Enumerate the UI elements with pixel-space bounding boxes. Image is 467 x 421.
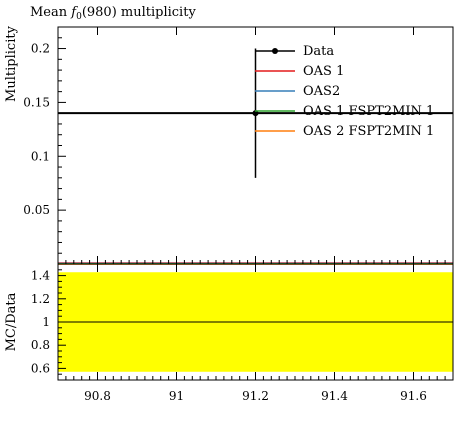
chart-title: Mean f0(980) multiplicity [30, 5, 196, 22]
title-suffix: (980) multiplicity [82, 5, 197, 20]
ratio-y-tick-label: 1 [42, 315, 50, 329]
main-y-tick-label: 0.2 [31, 42, 50, 56]
ratio-y-axis-label: MC/Data [4, 292, 19, 351]
main-y-ticks: 0.05 0.1 0.15 0.2 [23, 27, 454, 264]
legend-label: OAS2 [303, 84, 340, 99]
title-subscript: 0 [76, 12, 82, 22]
main-plot-panel: 0.05 0.1 0.15 0.2 Multiplicity Data OAS 1 OAS… [4, 25, 454, 265]
ratio-plot-panel: 0.6 0.8 1 1.2 1.4 90.8 91 91.2 91.4 91.6 MC/Data [4, 263, 454, 403]
x-tick-label: 91.2 [242, 389, 269, 403]
ratio-y-ticks: 0.6 0.8 1 1.2 1.4 [31, 269, 66, 375]
x-tick-label: 91 [169, 389, 184, 403]
main-y-tick-label: 0.15 [23, 95, 50, 109]
legend-data-marker [272, 48, 278, 54]
ratio-y-tick-label: 1.2 [31, 292, 50, 306]
ratio-y-tick-label: 1.4 [31, 269, 50, 283]
main-y-tick-label: 0.05 [23, 203, 50, 217]
main-y-tick-label: 0.1 [31, 149, 50, 163]
legend-label: OAS 2 FSPT2MIN 1 [303, 124, 434, 139]
x-tick-label: 91.4 [321, 389, 348, 403]
ratio-x-ticks: 90.8 91 91.2 91.4 91.6 [65, 264, 454, 403]
x-tick-label: 91.6 [400, 389, 427, 403]
ratio-plot-frame [57, 263, 454, 381]
ratio-content-group [58, 272, 453, 372]
legend-label: OAS 1 FSPT2MIN 1 [303, 104, 434, 119]
ratio-y-tick-label: 0.8 [31, 338, 50, 352]
x-tick-label: 90.8 [84, 389, 111, 403]
title-prefix: Mean [30, 5, 71, 20]
main-y-axis-label: Multiplicity [4, 25, 19, 102]
legend-label: Data [303, 44, 334, 59]
legend-label: OAS 1 [303, 64, 344, 79]
ratio-y-tick-label: 0.6 [31, 361, 50, 375]
title-symbol: f [70, 5, 78, 20]
legend: Data OAS 1 OAS2 OAS 1 FSPT2MIN 1 OAS 2 FSPT2… [255, 44, 434, 139]
